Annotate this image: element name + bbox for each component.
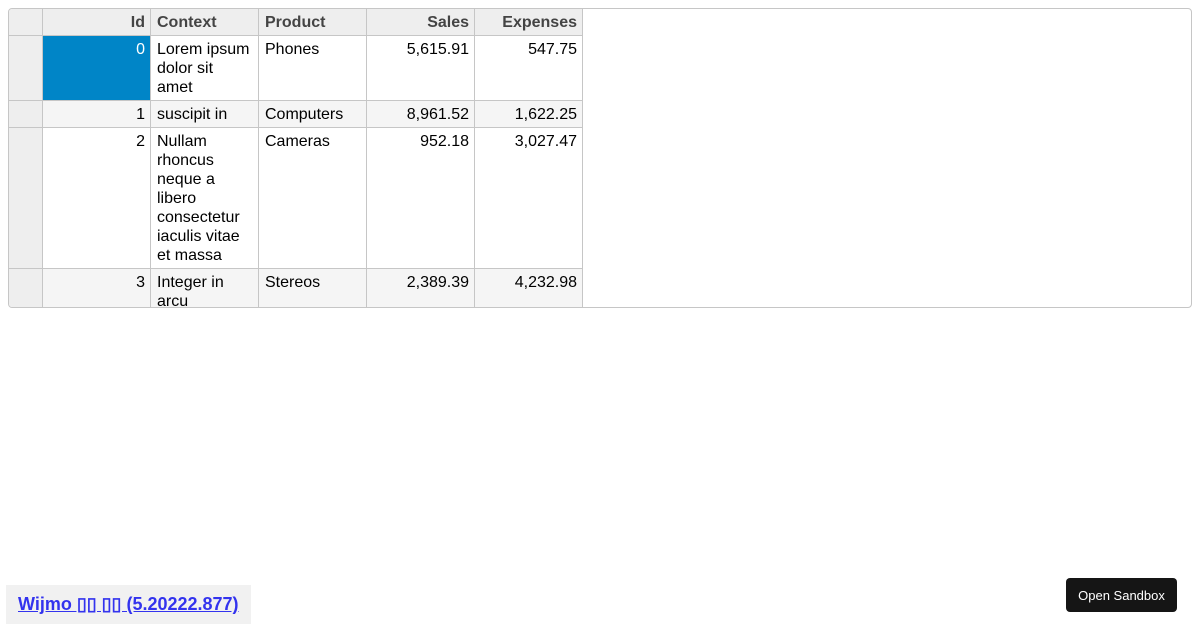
cell-sales[interactable]: 952.18 [367, 128, 475, 269]
column-header-id[interactable]: Id [43, 9, 151, 36]
cell-id[interactable]: 2 [43, 128, 151, 269]
table-row: 3 Integer in arcu pellentesque Stereos 2… [9, 269, 1191, 307]
top-left-cell [9, 9, 43, 36]
row-header[interactable] [9, 269, 43, 307]
column-header-context[interactable]: Context [151, 9, 259, 36]
footer-bar: Wijmo ▯▯ ▯▯ (5.20222.877) [6, 585, 251, 624]
cell-id[interactable]: 3 [43, 269, 151, 307]
row-header[interactable] [9, 101, 43, 128]
cell-expenses[interactable]: 3,027.47 [475, 128, 583, 269]
row-header[interactable] [9, 128, 43, 269]
cell-context[interactable]: Lorem ipsum dolor sit amet [151, 36, 259, 101]
cell-product[interactable]: Computers [259, 101, 367, 128]
flex-grid[interactable]: Id Context Product Sales Expenses 0 Lore… [8, 8, 1192, 308]
table-row: 0 Lorem ipsum dolor sit amet Phones 5,61… [9, 36, 1191, 101]
wijmo-version-link[interactable]: Wijmo ▯▯ ▯▯ (5.20222.877) [18, 594, 239, 614]
cell-sales[interactable]: 8,961.52 [367, 101, 475, 128]
column-header-sales[interactable]: Sales [367, 9, 475, 36]
cell-id[interactable]: 1 [43, 101, 151, 128]
table-row: 1 suscipit in Computers 8,961.52 1,622.2… [9, 101, 1191, 128]
cell-product[interactable]: Stereos [259, 269, 367, 307]
table-row: 2 Nullam rhoncus neque a libero consecte… [9, 128, 1191, 269]
cell-expenses[interactable]: 1,622.25 [475, 101, 583, 128]
cell-context[interactable]: suscipit in [151, 101, 259, 128]
cell-expenses[interactable]: 547.75 [475, 36, 583, 101]
column-header-row: Id Context Product Sales Expenses [9, 9, 1191, 36]
row-header[interactable] [9, 36, 43, 101]
cell-product[interactable]: Phones [259, 36, 367, 101]
open-sandbox-button[interactable]: Open Sandbox [1066, 578, 1177, 612]
cell-id[interactable]: 0 [43, 36, 151, 101]
column-header-product[interactable]: Product [259, 9, 367, 36]
cell-context[interactable]: Nullam rhoncus neque a libero consectetu… [151, 128, 259, 269]
cell-sales[interactable]: 2,389.39 [367, 269, 475, 307]
cell-context[interactable]: Integer in arcu pellentesque [151, 269, 259, 307]
cell-expenses[interactable]: 4,232.98 [475, 269, 583, 307]
cell-product[interactable]: Cameras [259, 128, 367, 269]
cell-sales[interactable]: 5,615.91 [367, 36, 475, 101]
column-header-expenses[interactable]: Expenses [475, 9, 583, 36]
